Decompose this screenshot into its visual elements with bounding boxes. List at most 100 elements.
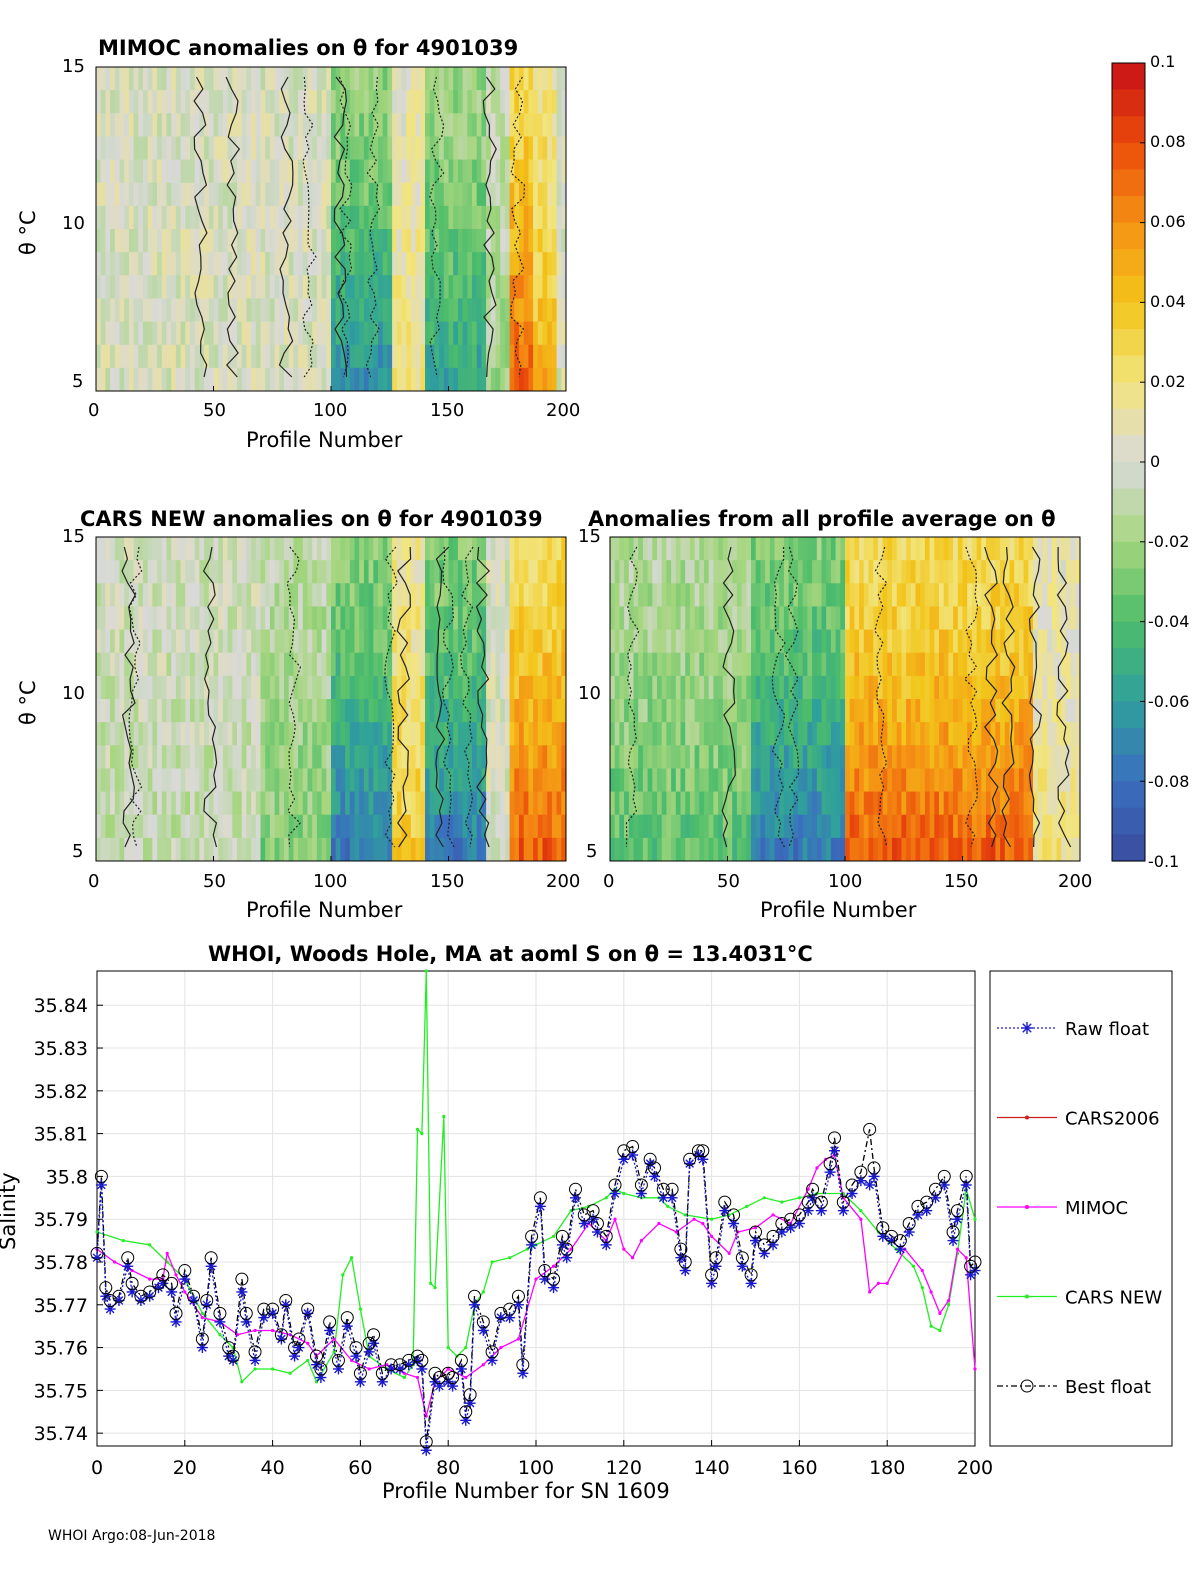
heatmap-cell [260,344,266,369]
x-tick-label: 200 [957,1457,993,1479]
best-float-point [533,1191,547,1205]
heatmap-cell [171,560,177,584]
heatmap-cell [948,606,954,631]
heatmap-cell [119,90,125,114]
best-float-point [775,1216,789,1230]
heatmap-cell [241,90,247,114]
raw-float-point [829,1145,841,1157]
heatmap-cell [410,629,417,654]
heatmap-cell [161,205,167,230]
heatmap-cell [1000,652,1006,677]
heatmap-cell [774,722,780,746]
heatmap-cell [863,537,869,561]
heatmap-cell [335,583,341,607]
heatmap-cell [943,652,949,677]
heatmap-cell [453,321,459,346]
heatmap-cell [514,113,520,137]
heatmap-cell [199,159,205,184]
heatmap-cell [896,629,902,654]
heatmap-cell [443,159,449,184]
heatmap-cell [326,768,332,793]
heatmap-cell [208,583,214,607]
best-float-point [806,1182,820,1196]
heatmap-cell [105,606,111,631]
heatmap-cell [293,321,299,346]
heatmap-cell [462,136,468,161]
heatmap-cell [741,629,747,654]
heatmap-cell [514,768,520,793]
heatmap-cell [180,768,186,793]
heatmap-cell [288,321,294,346]
heatmap-cell [354,136,360,161]
heatmap-cell [260,814,266,839]
heatmap-cell [551,583,558,607]
heatmap-cell [736,814,743,839]
heatmap-cell [509,229,515,253]
heatmap-cell [157,252,163,276]
heatmap-cell [962,675,968,700]
best-float-point [678,1255,692,1269]
heatmap-cell [556,606,562,631]
heatmap-cell [986,745,992,769]
heatmap-cell [486,652,492,677]
heatmap-cell [420,67,426,91]
heatmap-cell [542,675,548,700]
heatmap-cell [288,791,294,816]
heatmap-cell [166,537,172,561]
cars-ytick: 5 [72,841,84,862]
heatmap-cell [704,791,710,816]
heatmap-cell [199,113,205,137]
heatmap-cell [462,722,468,746]
heatmap-cell [495,768,501,793]
heatmap-cell [180,745,186,769]
raw-float-point [469,1299,481,1311]
heatmap-cell [610,652,616,677]
heatmap-cell [877,814,884,839]
heatmap-cell [457,298,464,323]
heatmap-cell [1047,675,1053,700]
heatmap-cell [255,159,261,184]
heatmap-cell [476,722,482,746]
heatmap-cell [269,629,276,654]
heatmap-cell [100,205,106,230]
heatmap-cell [124,136,130,161]
heatmap-cell [194,675,200,700]
heatmap-cell [392,722,398,746]
contour-line [278,76,294,378]
heatmap-cell [237,722,243,746]
raw-float-point [420,1444,432,1456]
heatmap-cell [425,537,431,561]
heatmap-cell [901,606,907,631]
heatmap-cell [633,652,639,677]
heatmap-cell [180,321,186,346]
heatmap-cell [345,67,351,91]
heatmap-cell [840,606,846,631]
heatmap-cell [727,675,733,700]
heatmap-cell [359,205,365,230]
best-float-point [836,1195,850,1209]
heatmap-cell [302,275,308,299]
heatmap-cell [331,113,337,137]
heatmap-cell [472,205,478,230]
heatmap-cell [425,837,431,862]
heatmap-cell [406,745,412,769]
heatmap-cell [924,814,931,839]
heatmap-cell [218,722,224,746]
heatmap-cell [180,791,186,816]
heatmap-cell [359,182,365,207]
heatmap-cell [699,537,705,561]
heatmap-cell [986,560,992,584]
heatmap-cell [180,344,186,369]
raw-float-point [745,1277,757,1289]
heatmap-cell [962,699,968,723]
heatmap-cell [349,275,355,299]
heatmap-cell [821,699,827,723]
heatmap-cell [227,606,233,631]
heatmap-cell [246,367,252,392]
heatmap-cell [798,722,804,746]
heatmap-cell [110,344,116,369]
heatmap-cell [727,722,733,746]
heatmap-cell [462,113,468,137]
heatmap-cell [628,745,634,769]
heatmap-cell [171,629,177,654]
